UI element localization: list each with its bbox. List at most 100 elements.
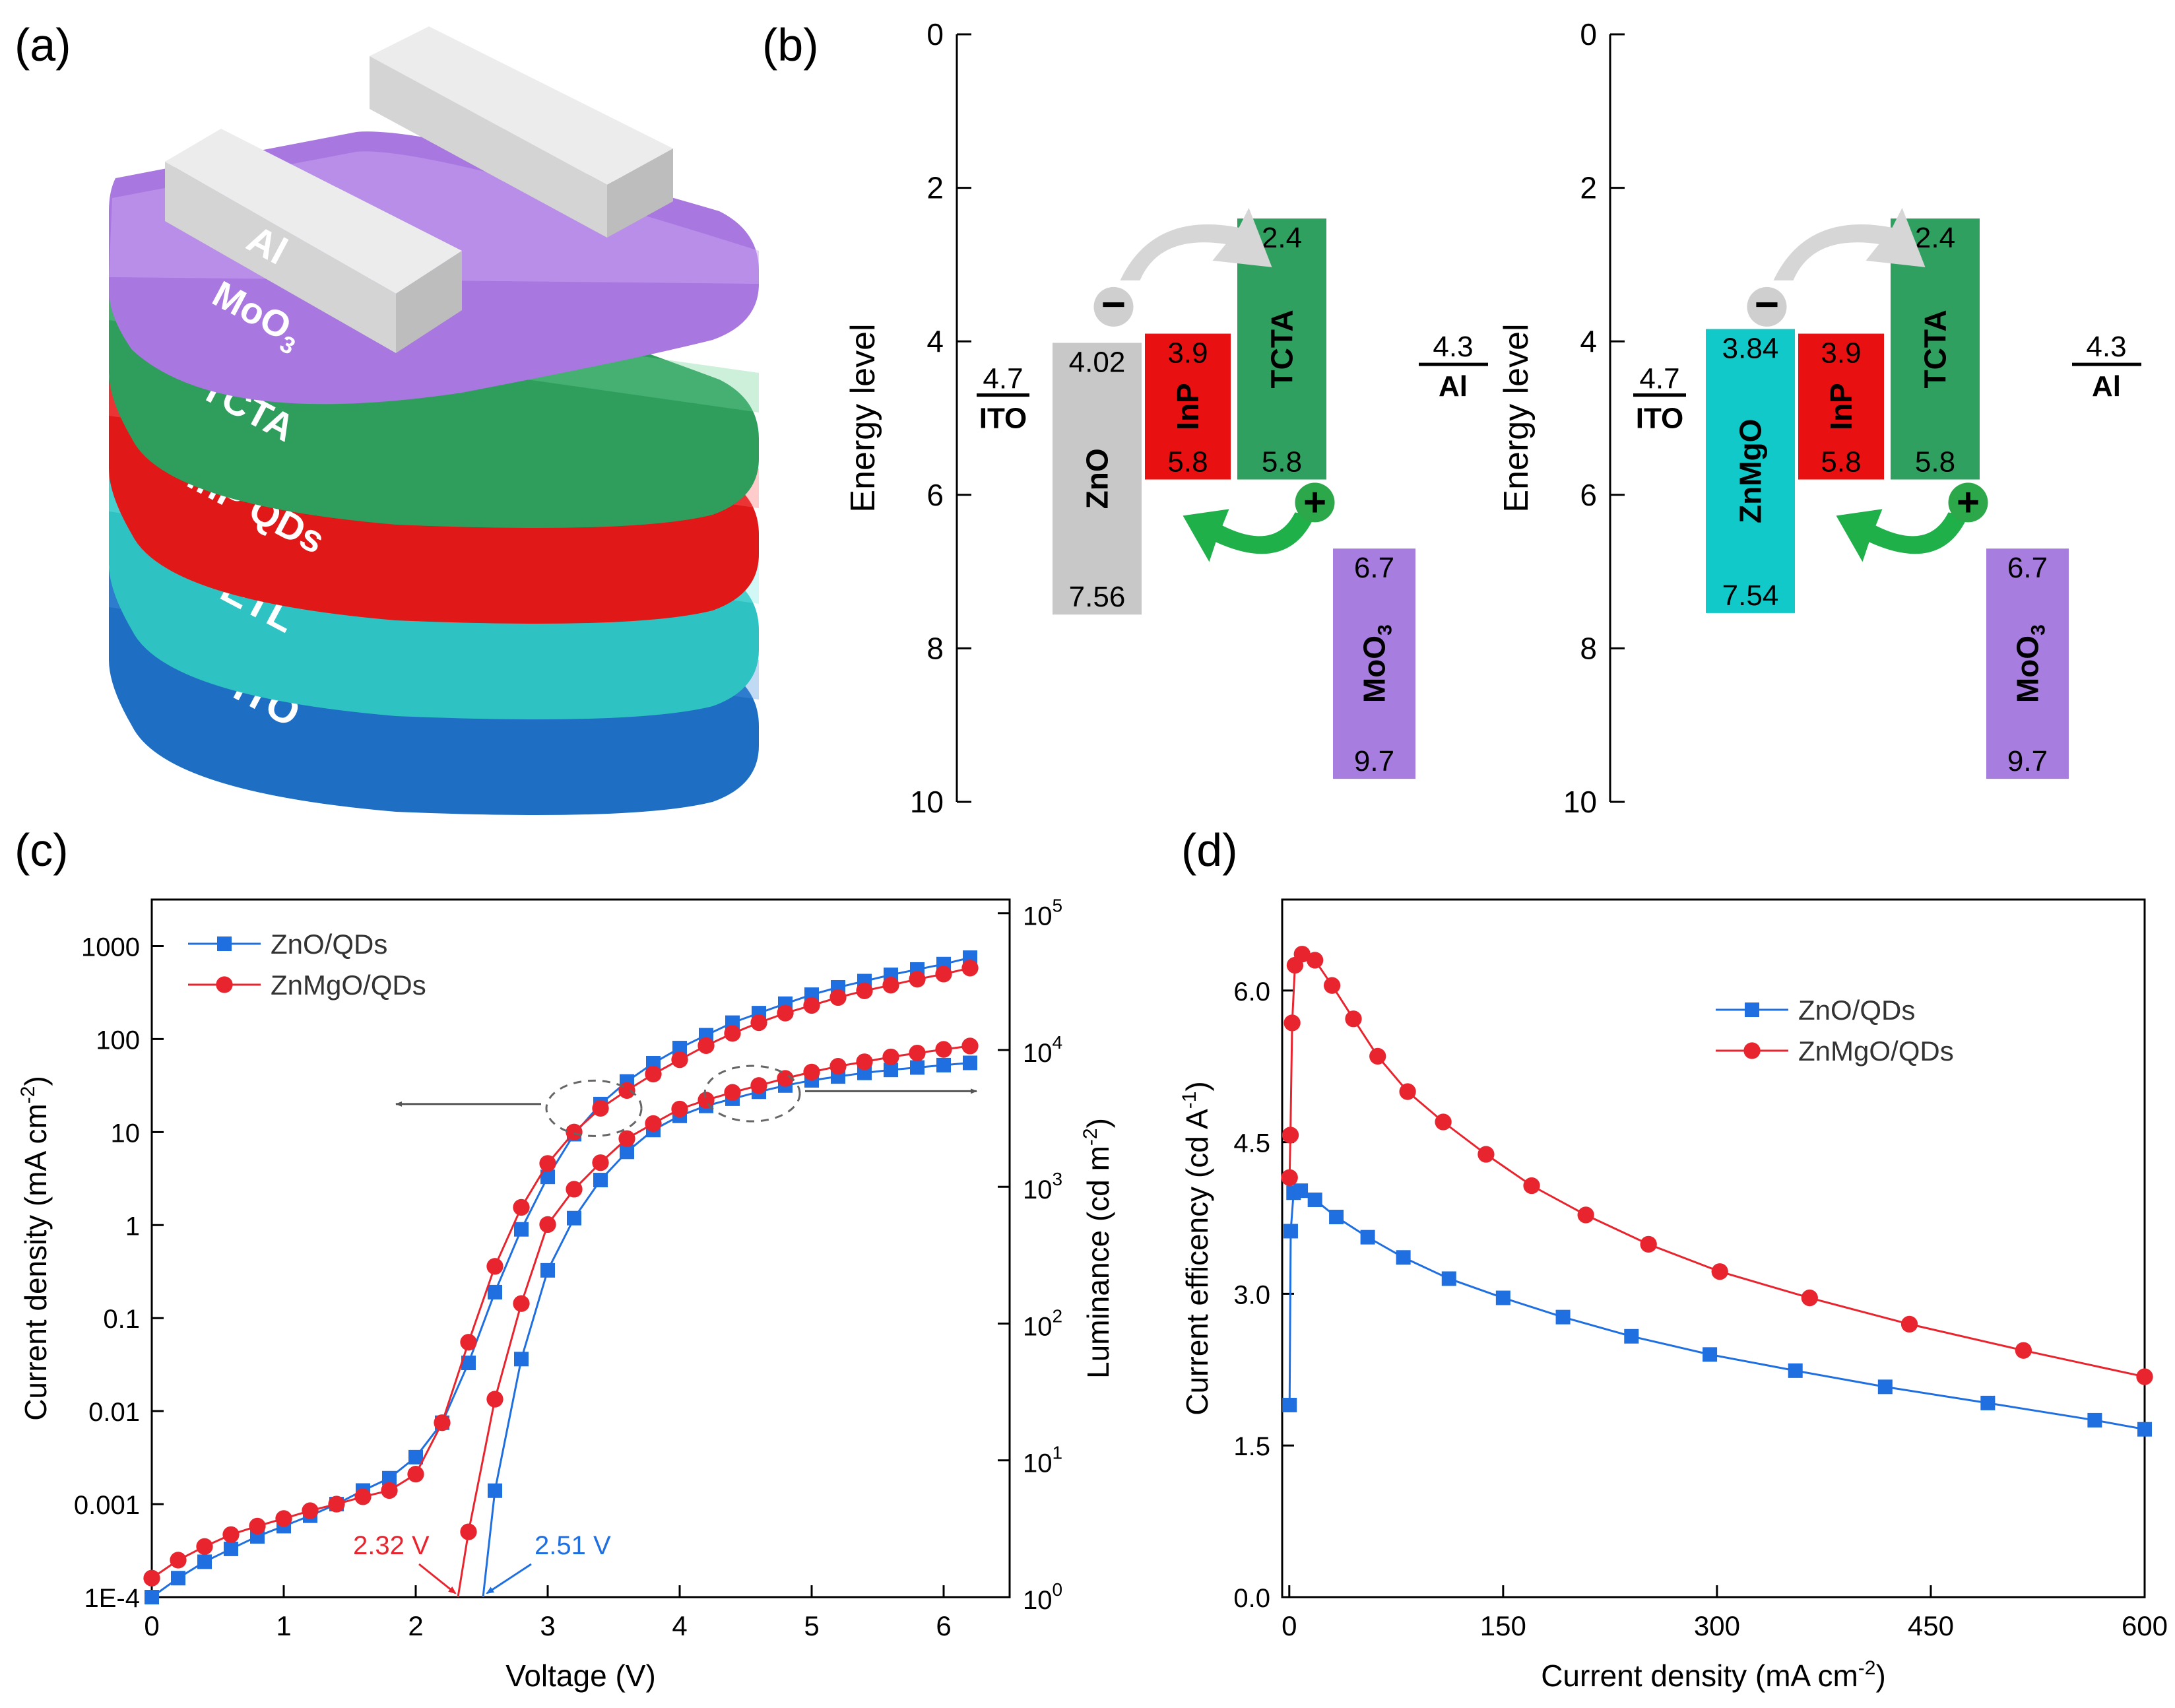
box-label-sub: 3 [1375,624,1396,636]
energy-box-moo [1333,548,1415,779]
data-point [803,997,820,1014]
data-point [1900,1315,1918,1333]
y-left-tick-label: 100 [96,1026,140,1055]
hole-symbol: + [1303,480,1326,524]
data-point [381,1482,398,1499]
data-point [2137,1422,2152,1437]
y-axis-label: Current efficency (cd A-1) [1179,1081,1214,1416]
data-point [275,1510,292,1527]
annotation-blue: 2.51 V [535,1531,611,1560]
data-point [1477,1146,1495,1163]
ito-value-label: 4.7 [983,363,1023,395]
data-point [1283,1224,1298,1239]
dashed-ellipse-luminance [703,1065,801,1123]
data-point [935,966,952,983]
hole-arrow-icon [1183,509,1315,562]
electrode-al-right [370,26,673,238]
electron-icon [1747,286,1787,327]
data-point [1624,1329,1639,1344]
box-bottom-value: 7.56 [1069,581,1126,613]
y-right-tick-base: 10 [1023,902,1053,931]
efficiency-chart: 0 150 300 450 600 Current density (mA cm-2) 0.… [1179,898,2168,1693]
electrode-al-left: Al [165,129,462,353]
y-right-tick-base: 10 [1023,1039,1053,1068]
legend-label: ZnO/QDs [271,929,387,960]
data-point [408,1449,423,1464]
y-right-tick-exp: 4 [1053,1032,1063,1053]
y-tick-label: 0.0 [1233,1584,1270,1613]
data-point [1323,977,1341,994]
al-label: Al [2092,370,2121,403]
data-point [224,1541,238,1556]
ito-label: ITO [979,403,1027,435]
ito-value-label: 4.7 [1639,363,1679,395]
y-right-tick-base: 10 [1023,1586,1053,1615]
data-point [171,1571,185,1586]
box-bottom-value: 9.7 [2007,745,2048,777]
data-point [1293,946,1311,963]
legend-marker [216,976,233,993]
y-right-tick-label: 104 [1023,1032,1062,1068]
data-point [1435,1113,1452,1131]
data-point [829,1058,847,1075]
energy-box-inp [1145,333,1231,480]
data-point [961,960,979,977]
y-axis-label-sup: -1 [1179,1092,1200,1109]
y-right-tick-label: 100 [1023,1579,1062,1615]
data-point [540,1169,555,1185]
y-tick-label: 8 [1580,631,1597,665]
y-tick-label: 2 [926,171,944,205]
box-label-text: MoO [1357,636,1392,703]
x-tick-label: 300 [1694,1610,1740,1641]
box-label-sub: 3 [2028,624,2050,636]
annotation-blue-arrow [486,1563,532,1594]
data-point [566,1181,583,1198]
x-tick-label: 0 [1282,1610,1297,1641]
box-label: ZnO [1080,448,1115,509]
y-left-tick-label: 10 [111,1119,141,1148]
box-top-value: 2.4 [1262,222,1302,254]
data-point [1282,1127,1299,1144]
x-axis-label: Current density (mA cm-2) [1541,1657,1886,1693]
legend-label: ZnO/QDs [1798,995,1915,1026]
y-tick-label: 6 [1580,478,1597,512]
energy-box-znmgo [1706,329,1795,613]
x-tick-label: 2 [408,1610,423,1641]
data-point [2015,1342,2032,1359]
data-point [750,1014,767,1032]
series-line [1288,1189,2145,1431]
data-point [935,1041,952,1058]
data-point [1399,1083,1416,1100]
data-point [724,1025,741,1042]
energy-diagram-znmgo: 0 2 4 6 8 10 Energy level 4.7 ITO 3.84 7.54 ZnMgO 3.… [1497,17,2141,819]
y-tick-label: 10 [1563,785,1597,819]
data-point [1293,1183,1309,1199]
data-point [222,1526,240,1543]
data-point [407,1466,424,1483]
legend-marker [217,936,232,951]
data-point [750,1077,767,1094]
data-point [1640,1235,1657,1253]
y-right-axis-label-end: ) [1081,1118,1115,1128]
y-right-tick-exp: 3 [1053,1169,1063,1189]
data-point [1555,1309,1571,1325]
data-point [1801,1289,1818,1307]
y-right-tick-label: 102 [1023,1305,1062,1341]
data-point [1396,1250,1411,1265]
series-line [1288,952,2145,1378]
data-point [2136,1368,2153,1385]
box-label-text: TCTA [1918,310,1953,388]
hole-icon [1295,482,1335,523]
y-right-tick-exp: 2 [1053,1305,1063,1326]
x-tick-label: 4 [672,1610,687,1641]
energy-box-inp [1798,333,1884,480]
y-tick-label: 2 [1580,171,1597,205]
y-axis-label: Energy level [1497,323,1536,512]
y-right-axis-label-sup: -2 [1080,1128,1101,1146]
y-right-axis-label: Luminance (cd m-2) [1080,1118,1115,1379]
data-point [698,1092,715,1109]
data-point [936,1057,951,1072]
x-tick-label: 150 [1480,1610,1526,1641]
y-right-tick-base: 10 [1023,1175,1053,1204]
data-point [1307,1192,1322,1207]
